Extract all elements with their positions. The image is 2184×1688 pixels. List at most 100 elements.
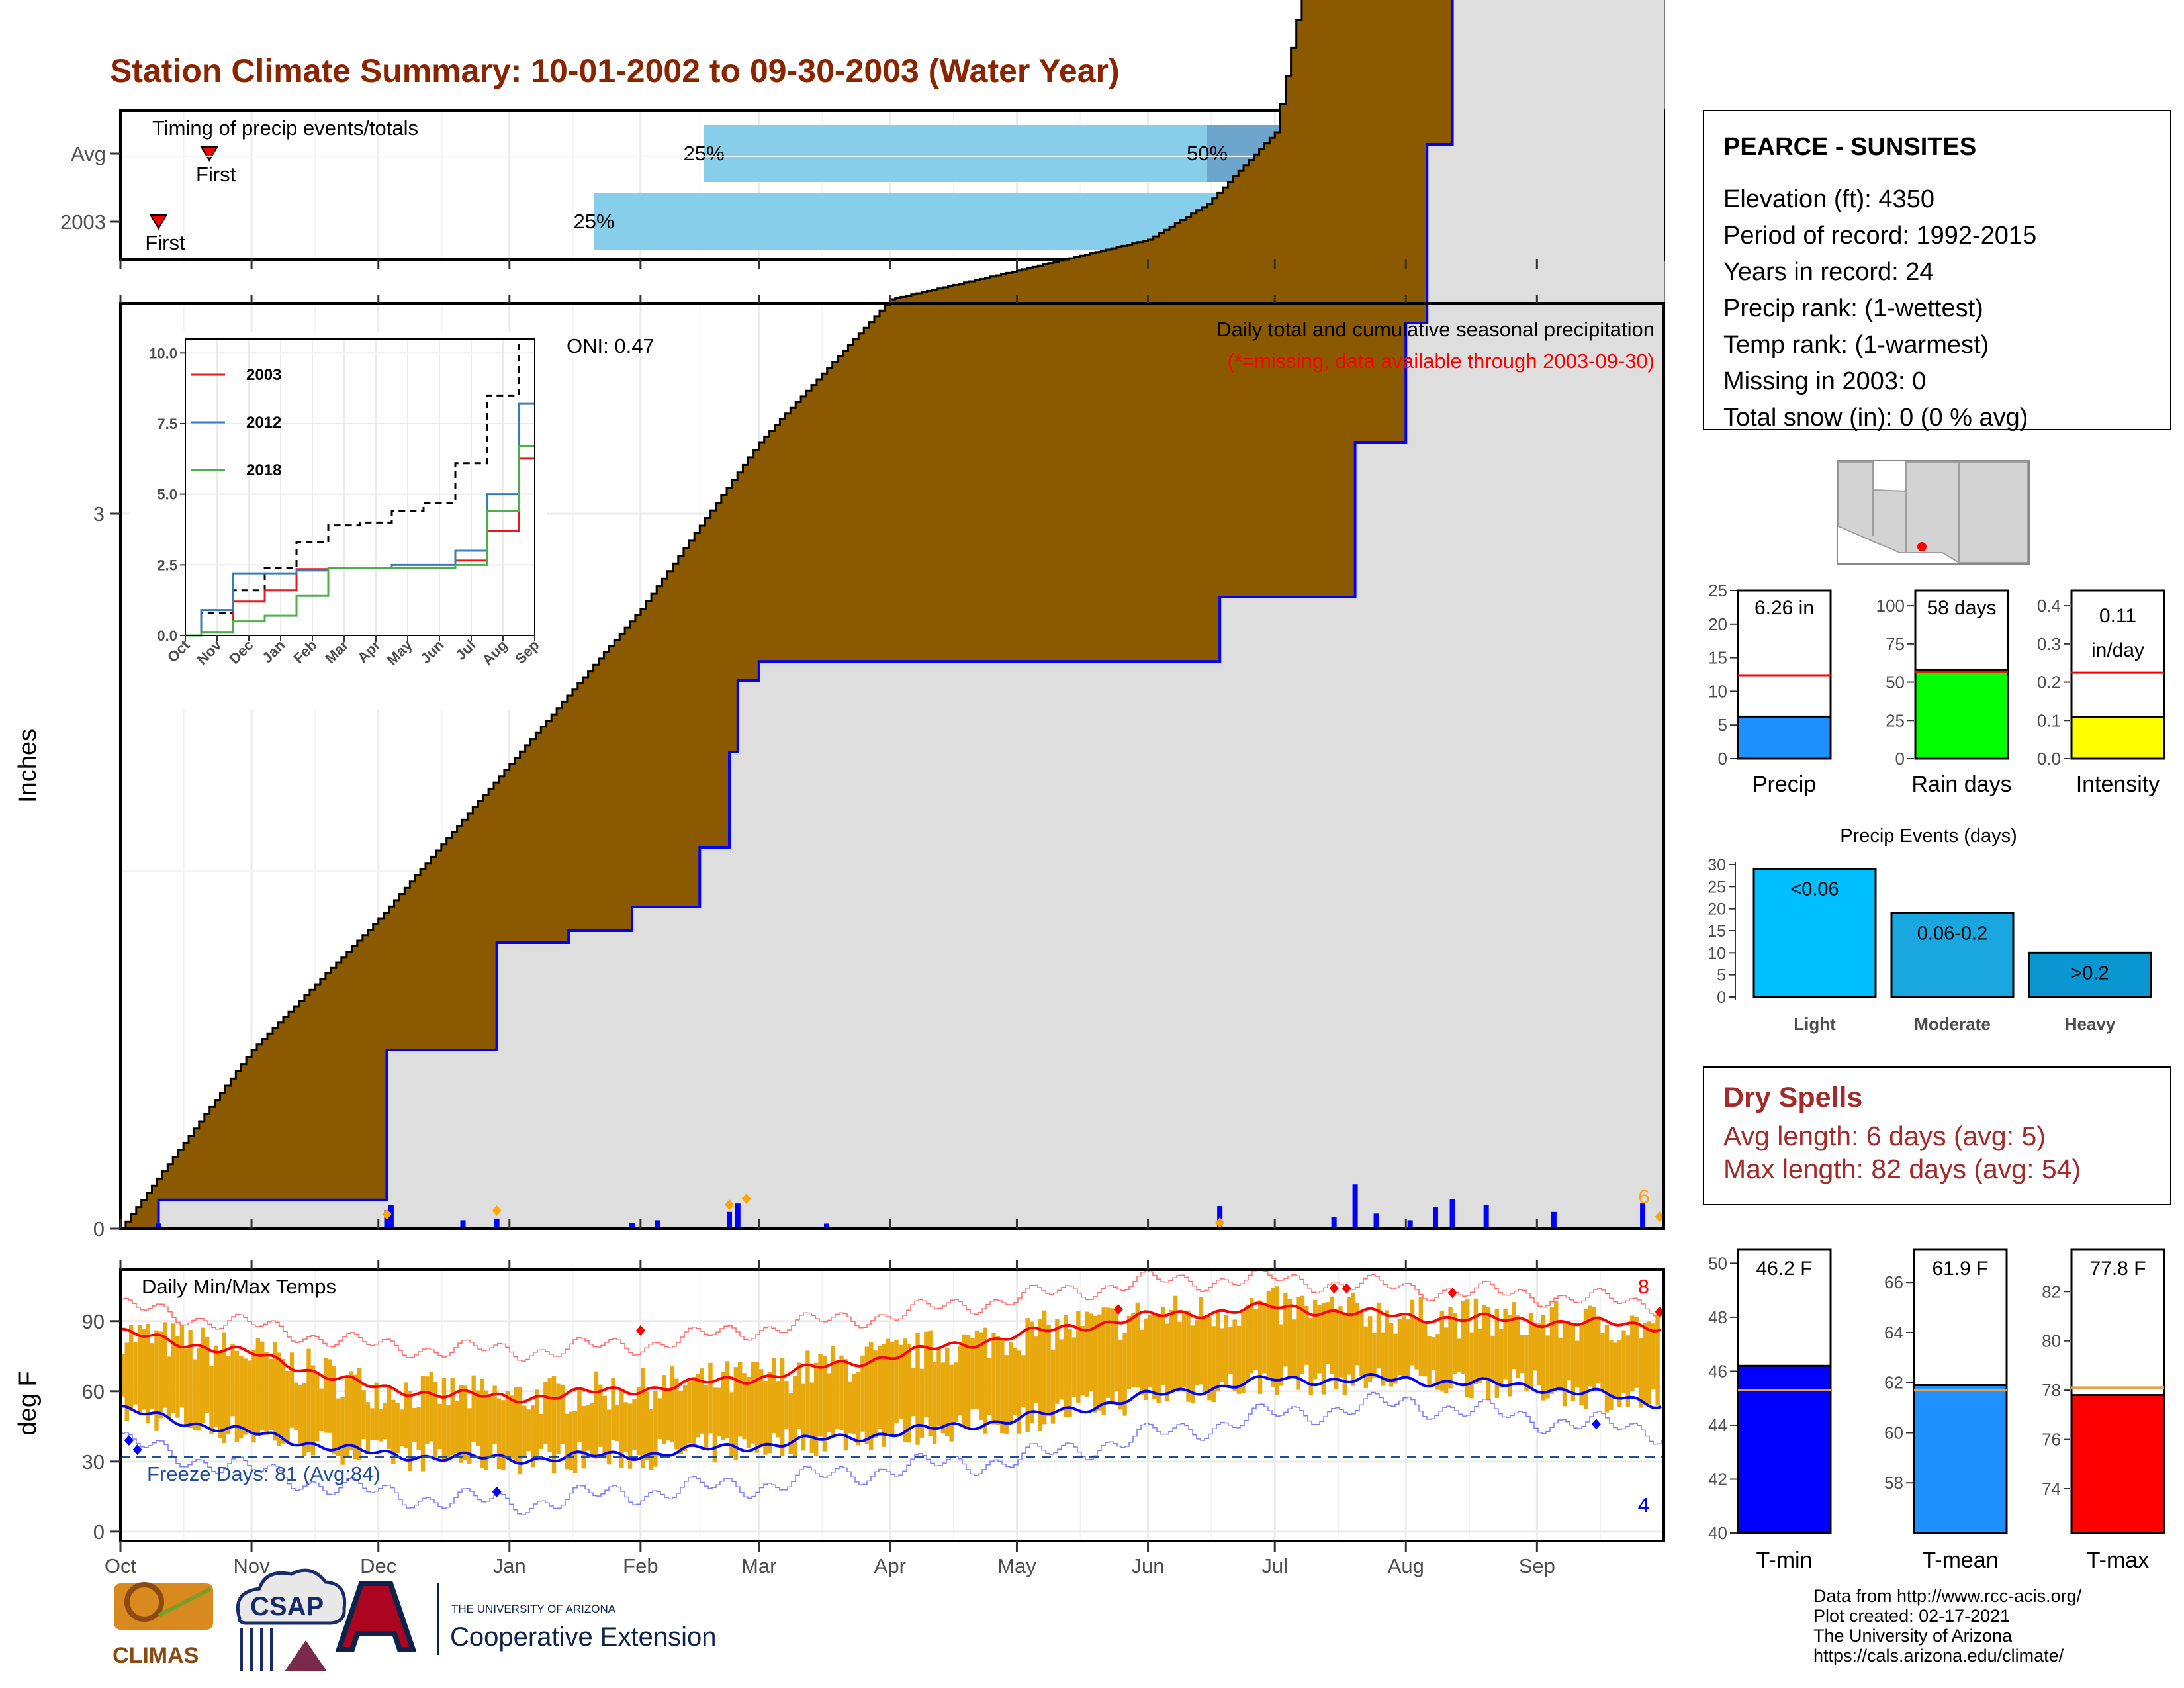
daily-temp-bar xyxy=(987,1358,992,1415)
daily-precip-bar xyxy=(494,1218,500,1229)
daily-temp-bar xyxy=(717,1387,721,1436)
daily-temp-bar xyxy=(1541,1314,1546,1401)
daily-temp-bar xyxy=(260,1341,265,1431)
dry-spells-frame xyxy=(1703,1066,2171,1205)
daily-temp-bar xyxy=(1643,1323,1647,1405)
inset-series-average xyxy=(185,338,535,637)
daily-temp-bar xyxy=(869,1342,874,1450)
daily-temp-bar xyxy=(230,1344,235,1417)
month-label: Jan xyxy=(493,1554,526,1577)
precip-daily-bars xyxy=(156,1184,1664,1229)
daily-temp-bar xyxy=(653,1391,658,1467)
max-daily-label: 6 xyxy=(1638,1185,1649,1208)
daily-temp-bar xyxy=(831,1346,835,1437)
record-max-line xyxy=(120,1268,1662,1362)
temp-summary-value: 61.9 F xyxy=(1932,1258,1988,1280)
timing-row-label: 2003 xyxy=(60,211,106,234)
daily-temp-bar xyxy=(142,1329,146,1410)
daily-temp-bar xyxy=(682,1384,688,1452)
daily-temp-bar xyxy=(1199,1296,1203,1385)
daily-temp-bar xyxy=(128,1325,134,1411)
daily-temp-bar xyxy=(1000,1338,1005,1434)
daily-temp-bar xyxy=(1156,1315,1161,1403)
avg-max-line xyxy=(120,1301,1662,1404)
daily-temp-bar xyxy=(1046,1325,1051,1417)
daily-temp-bar xyxy=(1038,1319,1043,1432)
summary-ytick-label: 50 xyxy=(1886,673,1905,692)
daily-temp-bar xyxy=(124,1342,129,1421)
daily-temp-bar xyxy=(332,1366,337,1455)
daily-temp-bar xyxy=(446,1405,451,1460)
daily-temp-bar xyxy=(328,1359,332,1433)
daily-temp-bar xyxy=(1190,1325,1195,1403)
record-high-marker xyxy=(1655,1306,1664,1317)
station-location-marker xyxy=(1917,542,1927,551)
daily-temp-bar xyxy=(737,1361,743,1437)
daily-temp-bar xyxy=(475,1390,480,1446)
daily-temp-bar xyxy=(615,1405,620,1442)
daily-temp-bar xyxy=(1376,1302,1381,1369)
summary-ytick-label: 15 xyxy=(1708,648,1727,668)
daily-temp-bar xyxy=(560,1385,565,1444)
daily-temp-bar xyxy=(991,1333,996,1425)
daily-temp-bar xyxy=(205,1336,210,1413)
temp-summary-fill xyxy=(1737,1364,1832,1534)
summary-label: Rain days xyxy=(1911,772,2011,797)
daily-temp-bar xyxy=(496,1398,502,1470)
daily-temp-bar xyxy=(704,1385,709,1450)
daily-temp-bar xyxy=(1220,1328,1224,1382)
daily-temp-bar xyxy=(1613,1342,1617,1397)
daily-temp-bar xyxy=(979,1332,983,1421)
daily-temp-bar xyxy=(1494,1309,1500,1398)
month-label: Nov xyxy=(233,1554,270,1577)
daily-temp-bar xyxy=(226,1356,231,1434)
summary-bar-fill xyxy=(1914,669,2009,760)
temp-summary-ytick-label: 44 xyxy=(1708,1415,1727,1435)
current-cumulative-line xyxy=(120,0,1454,1230)
daily-temp-bar xyxy=(1321,1303,1326,1395)
temp-summary-ytick-label: 48 xyxy=(1708,1307,1727,1327)
daily-temp-bar xyxy=(856,1372,861,1446)
daily-temp-bar xyxy=(319,1388,324,1432)
inset-ytick-label: 7.5 xyxy=(157,416,177,432)
daily-temp-bar xyxy=(1228,1327,1233,1374)
daily-temp-bar xyxy=(772,1358,776,1434)
csap-text: CSAP xyxy=(250,1592,324,1621)
daily-temp-bar xyxy=(1207,1316,1212,1401)
ua-small-text: THE UNIVERSITY OF ARIZONA xyxy=(451,1603,616,1615)
daily-temp-bar xyxy=(873,1350,878,1438)
daily-temp-bar xyxy=(657,1398,662,1439)
daily-temp-bar xyxy=(1490,1335,1495,1381)
precip-events-chart: Precip Events (days) 0 5 10 15 20 25 30 <0.06 Li… xyxy=(1707,825,2152,1034)
daily-temp-bar xyxy=(349,1371,353,1450)
inset-legend-label: 2003 xyxy=(246,366,281,384)
daily-temp-bar xyxy=(484,1390,489,1471)
daily-temp-bar xyxy=(666,1389,670,1441)
precip-panel: 0369 Inches Daily total and cumulative s… xyxy=(14,0,1665,1241)
daily-temp-bar xyxy=(1055,1319,1060,1404)
climas-sun-icon xyxy=(124,1582,164,1622)
daily-temp-bar xyxy=(1042,1310,1047,1425)
daily-temp-bar xyxy=(958,1346,962,1416)
temp-summary-t-min: 40 42 44 46 48 50 46.2 F T-min xyxy=(1708,1248,1832,1573)
precip-missing-note: (*=missing, data available through 2003-… xyxy=(1228,350,1655,373)
temp-summary-value: 46.2 F xyxy=(1756,1258,1812,1280)
record-high-marker xyxy=(635,1325,645,1336)
daily-temp-bar xyxy=(585,1405,590,1451)
daily-precip-bar xyxy=(1449,1199,1455,1229)
daily-temp-bar xyxy=(1110,1308,1115,1404)
daily-temp-bar xyxy=(1558,1337,1563,1391)
precip-areas xyxy=(120,0,1665,1230)
daily-precip-bar xyxy=(1352,1184,1358,1229)
daily-temp-bar xyxy=(949,1364,954,1442)
daily-temp-bar xyxy=(983,1327,987,1434)
daily-temp-bar xyxy=(247,1360,252,1432)
daily-temp-bar xyxy=(784,1381,789,1429)
daily-temp-bar xyxy=(1181,1311,1187,1387)
daily-temp-bar xyxy=(691,1376,696,1446)
daily-temp-bar xyxy=(234,1350,240,1442)
daily-temp-bar xyxy=(1520,1335,1525,1374)
temp-summary-ytick-label: 62 xyxy=(1884,1373,1903,1393)
daily-temp-bar xyxy=(289,1352,295,1428)
station-detail-line: Precip rank: (1-wettest) xyxy=(1723,295,1983,322)
